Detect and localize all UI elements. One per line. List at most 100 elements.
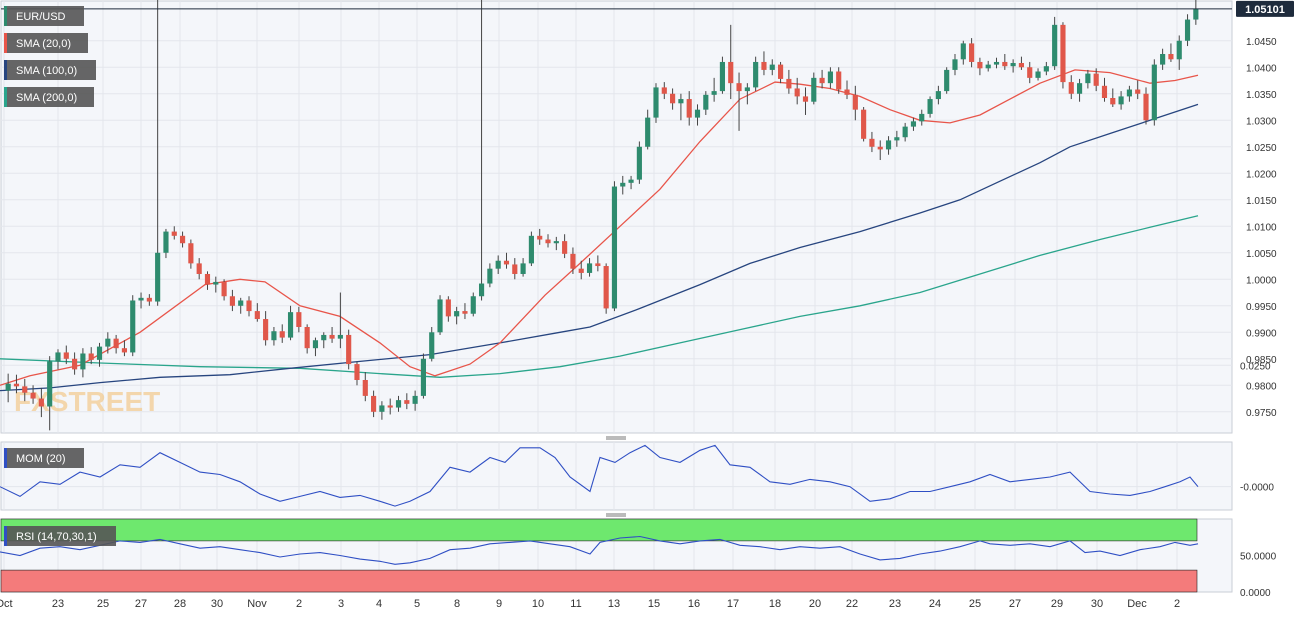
bearish-candle: [545, 234, 551, 248]
y-tick-label: 1.0200: [1246, 169, 1277, 180]
candle-body: [379, 405, 385, 412]
candle-body: [736, 83, 742, 92]
y-tick-label: 0.9950: [1246, 302, 1277, 313]
bearish-candle: [661, 82, 667, 100]
bullish-candle: [412, 390, 418, 411]
bullish-candle: [885, 136, 892, 155]
candle-body: [221, 281, 227, 297]
candle-body: [321, 334, 327, 341]
bearish-candle: [13, 374, 20, 394]
bearish-candle: [146, 294, 152, 306]
x-tick-label: 30: [211, 598, 223, 610]
candle-body: [88, 353, 94, 360]
candle-body: [694, 109, 701, 118]
x-tick-label: 2: [1174, 598, 1180, 610]
bullish-candle: [628, 175, 634, 190]
y-tick-label: 0.9800: [1246, 381, 1277, 392]
bullish-candle: [753, 56, 759, 92]
bearish-candle: [171, 226, 177, 240]
bullish-candle: [894, 130, 900, 147]
bearish-candle: [877, 140, 883, 161]
candle-body: [1110, 98, 1116, 105]
candle-body: [404, 400, 410, 404]
bullish-candle: [827, 67, 833, 89]
candle-body: [5, 383, 11, 391]
bearish-candle: [861, 107, 867, 142]
candle-body: [478, 283, 485, 297]
mom-y-tick-label: 0.0250: [1240, 361, 1271, 372]
bearish-candle: [786, 69, 792, 94]
candle-body: [188, 243, 194, 264]
candle-body: [620, 182, 626, 187]
bullish-candle: [620, 175, 626, 195]
candle-body: [653, 87, 659, 118]
bullish-candle: [312, 337, 319, 357]
bearish-candle: [595, 255, 601, 272]
x-tick-label: 5: [414, 598, 420, 610]
bullish-candle: [1176, 35, 1182, 70]
candle-body: [204, 273, 211, 285]
x-tick-label: Dec: [1127, 598, 1147, 610]
bearish-candle: [1101, 77, 1108, 102]
candle-body: [412, 395, 418, 404]
bullish-candle: [744, 83, 750, 105]
candle-body: [570, 253, 576, 269]
bullish-candle: [694, 104, 701, 126]
candle-body: [1118, 96, 1124, 105]
bearish-candle: [445, 296, 451, 322]
bearish-candle: [794, 77, 800, 105]
x-tick-label: 23: [52, 598, 64, 610]
bearish-candle: [852, 85, 858, 121]
candle-body: [445, 299, 451, 317]
candle-body: [179, 235, 186, 244]
bullish-candle: [271, 326, 277, 346]
current-price-tag: 1.05101: [1236, 0, 1294, 17]
x-tick-label: 2: [296, 598, 302, 610]
bearish-candle: [570, 247, 576, 274]
candle-body: [902, 126, 908, 138]
bearish-candle: [63, 345, 69, 365]
bullish-candle: [1160, 48, 1166, 70]
bearish-candle: [371, 390, 377, 418]
bullish-candle: [1184, 14, 1191, 47]
bearish-candle: [304, 324, 310, 354]
bearish-candle: [221, 279, 227, 301]
candle-body: [47, 361, 53, 407]
x-tick-label: 18: [769, 598, 781, 610]
candle-body: [836, 71, 842, 90]
mom-rsi-resize-handle[interactable]: [606, 513, 626, 517]
bullish-candle: [395, 395, 402, 412]
legend-label: EUR/USD: [16, 11, 66, 23]
candle-body: [553, 241, 559, 244]
main-mom-resize-handle[interactable]: [606, 436, 626, 440]
bullish-candle: [96, 342, 103, 367]
bullish-candle: [520, 258, 526, 277]
bullish-candle: [703, 91, 709, 115]
candlesticks: [5, 0, 1199, 431]
candle-body: [927, 99, 933, 114]
candle-body: [952, 59, 958, 70]
legend-bg: [4, 526, 116, 546]
candle-body: [495, 260, 501, 269]
bullish-candle: [769, 59, 775, 76]
candle-body: [96, 346, 103, 360]
candle-body: [1184, 19, 1191, 41]
legend-bg: [4, 448, 84, 468]
candle-body: [1002, 61, 1008, 67]
bullish-candle: [105, 332, 111, 354]
bullish-candle: [645, 109, 651, 150]
bullish-candle: [454, 306, 460, 325]
sma-100-line: [0, 103, 1199, 392]
candle-body: [163, 231, 169, 253]
bullish-candle: [927, 96, 933, 118]
candle-body: [794, 88, 800, 97]
rsi-y-tick-label: 0.0000: [1240, 588, 1271, 599]
bullish-candle: [138, 292, 144, 309]
y-tick-label: 1.0100: [1246, 222, 1277, 233]
bullish-candle: [487, 263, 493, 288]
bullish-candle: [478, 0, 485, 301]
candle-body: [1027, 67, 1033, 78]
candle-body: [919, 113, 925, 122]
bullish-candle: [470, 292, 476, 317]
